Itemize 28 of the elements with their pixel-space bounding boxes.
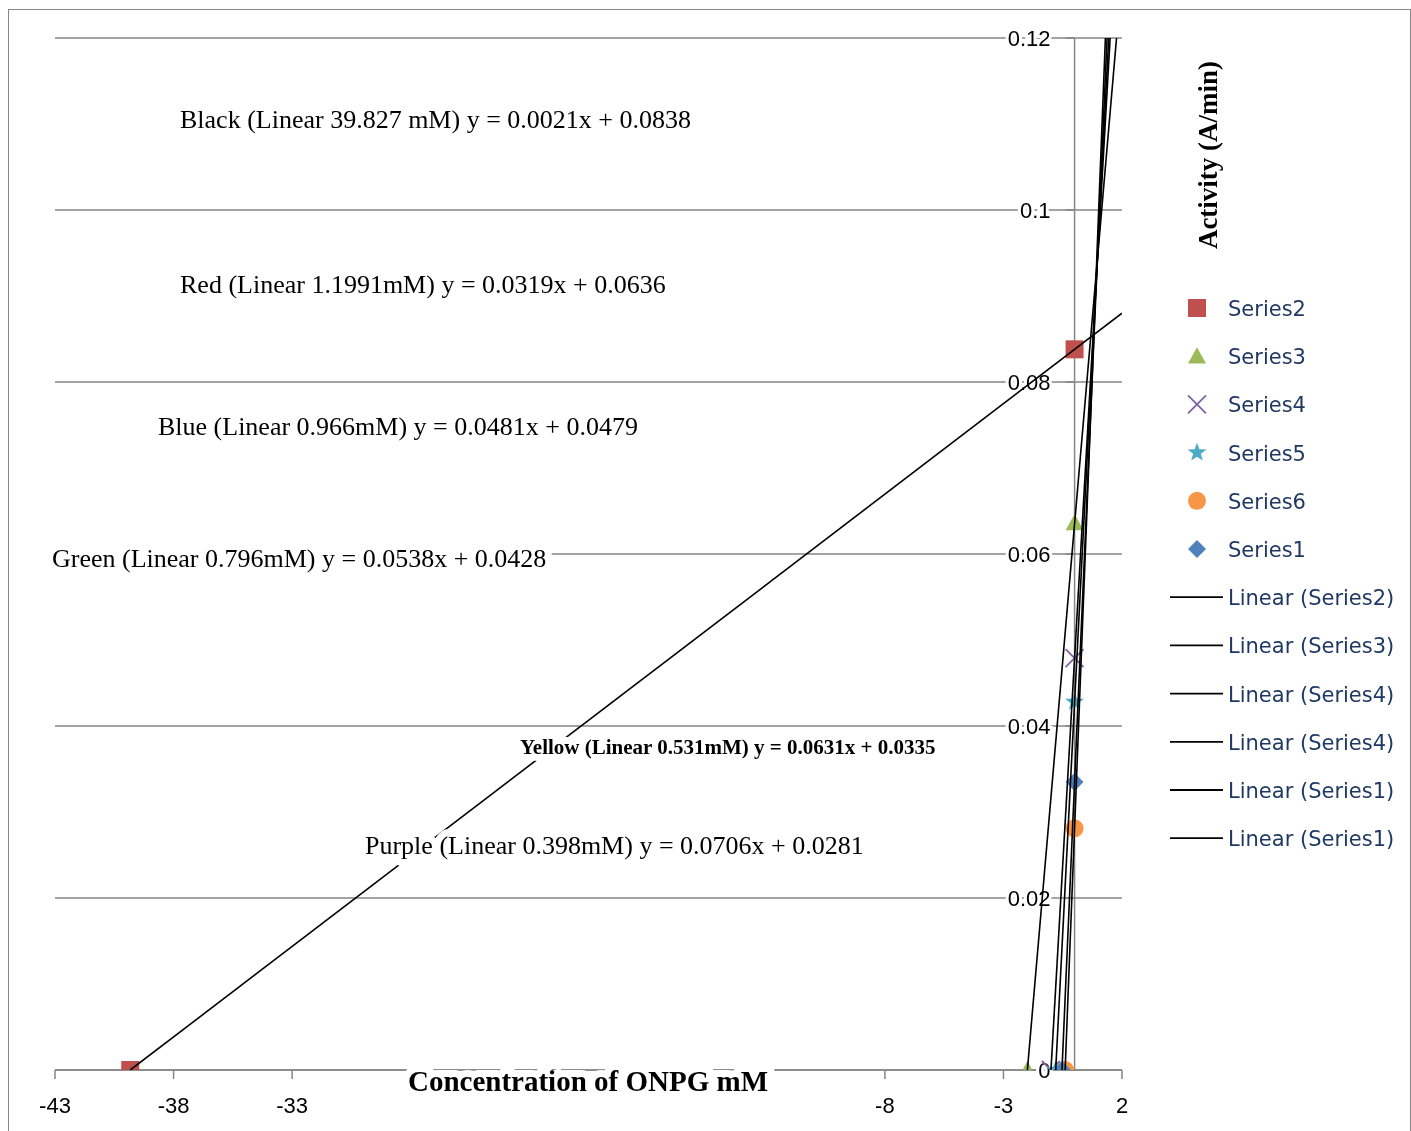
legend-label: Linear (Series1) [1228, 779, 1395, 803]
y-tick-label: 0.04 [1007, 714, 1051, 739]
legend-label: Linear (Series1) [1228, 827, 1395, 852]
annotation: Black (Linear 39.827 mM) y = 0.0021x + 0.0838 [180, 105, 691, 134]
x-tick-label: -38 [157, 1093, 190, 1118]
legend-label: Series2 [1228, 297, 1306, 321]
legend-label: Series5 [1228, 441, 1306, 466]
x-tick-label: 2 [1115, 1093, 1129, 1118]
annotation: Blue (Linear 0.966mM) y = 0.0481x + 0.0479 [158, 412, 638, 441]
legend-label: Series6 [1228, 489, 1306, 514]
legend-label: Linear (Series2) [1228, 586, 1395, 611]
x-tick-label: -33 [276, 1093, 309, 1118]
legend-label: Linear (Series3) [1228, 634, 1395, 659]
legend-label: Series4 [1228, 393, 1306, 418]
x-axis-title: Concentration of ONPG mM [407, 1065, 769, 1097]
annotation: Green (Linear 0.796mM) y = 0.0538x + 0.0428 [52, 544, 547, 573]
legend-label: Series1 [1228, 538, 1306, 562]
legend-label: Series3 [1228, 345, 1306, 370]
y-axis-title: Activity (A/min) [1193, 60, 1223, 250]
y-tick-label: 0.12 [1007, 26, 1051, 51]
annotation: Red (Linear 1.1991mM) y = 0.0319x + 0.0636 [180, 270, 666, 299]
y-tick-label: 0.1 [1019, 198, 1051, 223]
legend-label: Linear (Series4) [1228, 682, 1395, 707]
y-tick-label: 0.06 [1007, 542, 1051, 567]
x-tick-label: -3 [993, 1093, 1014, 1118]
x-tick-label: -8 [875, 1093, 895, 1118]
legend-label: Linear (Series4) [1228, 730, 1395, 755]
x-tick-label: -43 [39, 1093, 71, 1118]
